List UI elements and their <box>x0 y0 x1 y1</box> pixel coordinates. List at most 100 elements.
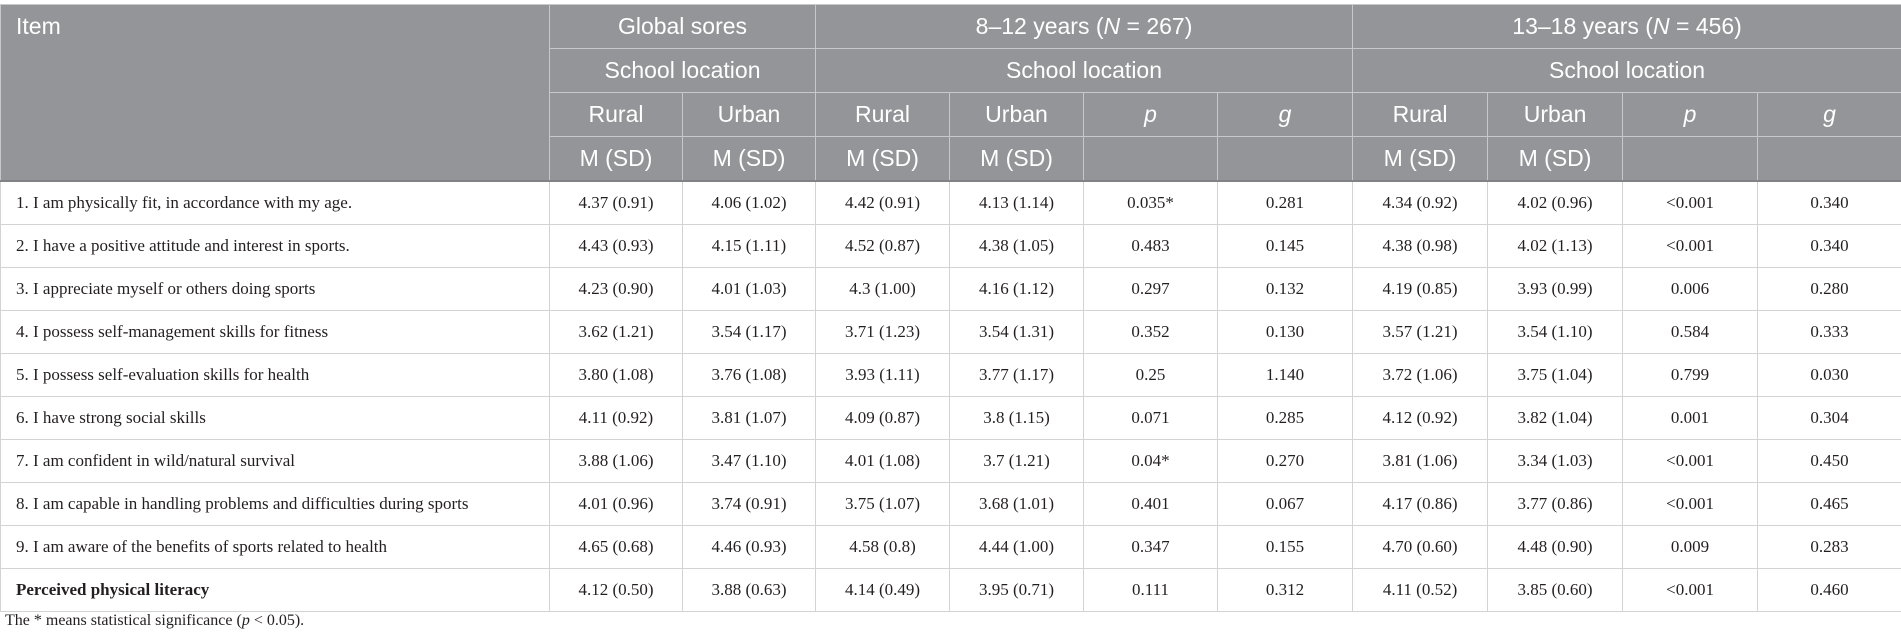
value-cell: 4.42 (0.91) <box>815 180 950 225</box>
item-header: Item <box>0 4 550 182</box>
school-location-header: School location <box>1352 48 1901 93</box>
value-cell: 3.72 (1.06) <box>1352 353 1489 397</box>
value-cell: 3.77 (1.17) <box>949 353 1084 397</box>
value-cell: 0.001 <box>1622 396 1759 440</box>
value-cell: <0.001 <box>1622 482 1759 526</box>
item-cell: Perceived physical literacy <box>0 568 550 612</box>
value-cell: 3.34 (1.03) <box>1487 439 1624 483</box>
table-body: 1. I am physically fit, in accordance wi… <box>0 180 1901 612</box>
value-cell: 0.340 <box>1757 224 1901 268</box>
value-cell: 4.48 (0.90) <box>1487 525 1624 569</box>
urban-header: Urban <box>1487 92 1624 137</box>
value-cell: 0.145 <box>1216 224 1354 268</box>
value-cell: 3.81 (1.07) <box>682 396 816 440</box>
msd-header: M (SD) <box>815 136 950 182</box>
value-cell: 3.68 (1.01) <box>949 482 1084 526</box>
rural-header: Rural <box>1352 92 1489 137</box>
item-cell: 3. I appreciate myself or others doing s… <box>0 267 550 311</box>
value-cell: 4.46 (0.93) <box>682 525 816 569</box>
value-cell: 0.799 <box>1622 353 1759 397</box>
value-cell: 3.93 (1.11) <box>815 353 950 397</box>
item-cell: 2. I have a positive attitude and intere… <box>0 224 550 268</box>
urban-header: Urban <box>949 92 1084 137</box>
value-cell: 0.280 <box>1757 267 1901 311</box>
value-cell: 0.132 <box>1216 267 1354 311</box>
value-cell: 0.352 <box>1083 310 1218 354</box>
table-header: Item Global sores 8–12 years (N = 267) 1… <box>0 4 1901 182</box>
value-cell: 0.006 <box>1622 267 1759 311</box>
value-cell: 4.65 (0.68) <box>549 525 683 569</box>
data-table: Item Global sores 8–12 years (N = 267) 1… <box>0 4 1901 612</box>
item-cell: 4. I possess self-management skills for … <box>0 310 550 354</box>
value-cell: 0.067 <box>1216 482 1354 526</box>
value-cell: 3.80 (1.08) <box>549 353 683 397</box>
value-cell: 3.7 (1.21) <box>949 439 1084 483</box>
value-cell: 3.82 (1.04) <box>1487 396 1624 440</box>
blank-header-cell <box>1622 136 1759 182</box>
item-cell: 9. I am aware of the benefits of sports … <box>0 525 550 569</box>
value-cell: 0.460 <box>1757 568 1901 612</box>
blank-header-cell <box>1083 136 1218 182</box>
table-row: 4. I possess self-management skills for … <box>0 310 1901 354</box>
value-cell: 0.465 <box>1757 482 1901 526</box>
value-cell: 0.155 <box>1216 525 1354 569</box>
value-cell: 4.01 (1.03) <box>682 267 816 311</box>
value-cell: 4.11 (0.52) <box>1352 568 1489 612</box>
value-cell: 3.47 (1.10) <box>682 439 816 483</box>
value-cell: 4.58 (0.8) <box>815 525 950 569</box>
item-cell: 5. I possess self-evaluation skills for … <box>0 353 550 397</box>
value-cell: 4.11 (0.92) <box>549 396 683 440</box>
msd-header: M (SD) <box>682 136 816 182</box>
rural-header: Rural <box>815 92 950 137</box>
blank-header-cell <box>1216 136 1354 182</box>
value-cell: 0.270 <box>1216 439 1354 483</box>
value-cell: 3.81 (1.06) <box>1352 439 1489 483</box>
msd-header: M (SD) <box>949 136 1084 182</box>
value-cell: 0.297 <box>1083 267 1218 311</box>
group-8-12-header: 8–12 years (N = 267) <box>814 4 1354 49</box>
value-cell: 0.030 <box>1757 353 1901 397</box>
value-cell: 3.57 (1.21) <box>1352 310 1489 354</box>
p-header: p <box>1083 92 1218 137</box>
value-cell: 0.304 <box>1757 396 1901 440</box>
blank-header-cell <box>1757 136 1901 182</box>
value-cell: 0.347 <box>1083 525 1218 569</box>
msd-header: M (SD) <box>1352 136 1489 182</box>
item-cell: 8. I am capable in handling problems and… <box>0 482 550 526</box>
table-footnote: The * means statistical significance (p … <box>5 612 305 629</box>
urban-header: Urban <box>682 92 816 137</box>
value-cell: 3.54 (1.31) <box>949 310 1084 354</box>
value-cell: 0.340 <box>1757 180 1901 225</box>
value-cell: 3.77 (0.86) <box>1487 482 1624 526</box>
msd-header: M (SD) <box>1487 136 1624 182</box>
g-header: g <box>1216 92 1354 137</box>
value-cell: 3.76 (1.08) <box>682 353 816 397</box>
value-cell: 4.02 (0.96) <box>1487 180 1624 225</box>
school-location-header: School location <box>549 48 816 93</box>
table-row: 8. I am capable in handling problems and… <box>0 482 1901 526</box>
value-cell: 0.111 <box>1083 568 1218 612</box>
value-cell: 3.75 (1.07) <box>815 482 950 526</box>
value-cell: 1.140 <box>1216 353 1354 397</box>
value-cell: 4.01 (1.08) <box>815 439 950 483</box>
rural-header: Rural <box>549 92 683 137</box>
value-cell: <0.001 <box>1622 224 1759 268</box>
value-cell: 3.71 (1.23) <box>815 310 950 354</box>
value-cell: 0.009 <box>1622 525 1759 569</box>
value-cell: 3.62 (1.21) <box>549 310 683 354</box>
value-cell: 4.19 (0.85) <box>1352 267 1489 311</box>
value-cell: 4.06 (1.02) <box>682 180 816 225</box>
table-row: 5. I possess self-evaluation skills for … <box>0 353 1901 397</box>
value-cell: 4.38 (0.98) <box>1352 224 1489 268</box>
value-cell: 0.584 <box>1622 310 1759 354</box>
table-row: 1. I am physically fit, in accordance wi… <box>0 180 1901 225</box>
value-cell: <0.001 <box>1622 439 1759 483</box>
value-cell: 4.09 (0.87) <box>815 396 950 440</box>
value-cell: 4.13 (1.14) <box>949 180 1084 225</box>
value-cell: 3.93 (0.99) <box>1487 267 1624 311</box>
value-cell: 0.333 <box>1757 310 1901 354</box>
value-cell: 4.52 (0.87) <box>815 224 950 268</box>
value-cell: 0.281 <box>1216 180 1354 225</box>
value-cell: 0.130 <box>1216 310 1354 354</box>
value-cell: 4.34 (0.92) <box>1352 180 1489 225</box>
